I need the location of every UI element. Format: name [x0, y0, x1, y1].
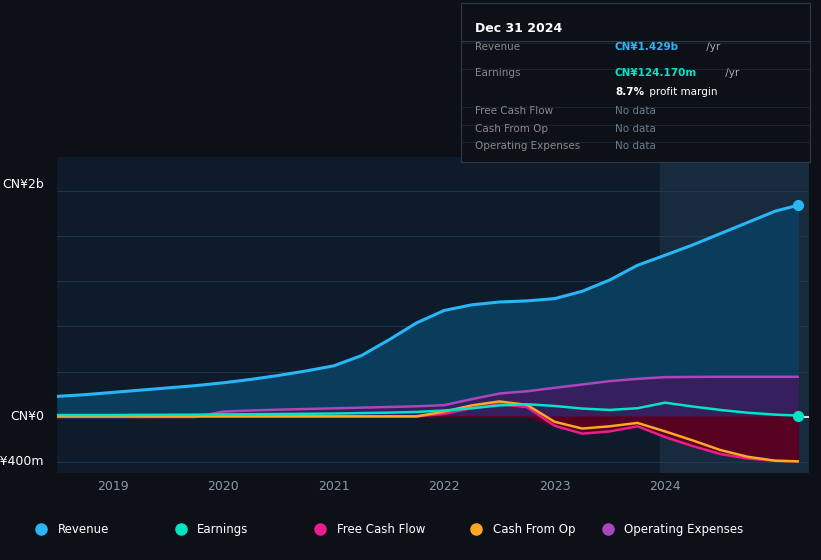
Text: CN¥2b: CN¥2b: [2, 178, 44, 191]
Text: -CN¥400m: -CN¥400m: [0, 455, 44, 468]
Text: No data: No data: [615, 124, 656, 134]
Text: Operating Expenses: Operating Expenses: [624, 523, 743, 536]
Text: CN¥124.170m: CN¥124.170m: [615, 68, 697, 78]
Text: Free Cash Flow: Free Cash Flow: [475, 106, 553, 116]
Text: CN¥1.429b: CN¥1.429b: [615, 42, 679, 52]
Text: Earnings: Earnings: [475, 68, 521, 78]
Text: Operating Expenses: Operating Expenses: [475, 141, 580, 151]
Text: Cash From Op: Cash From Op: [493, 523, 575, 536]
Text: /yr: /yr: [722, 68, 740, 78]
Text: Revenue: Revenue: [475, 42, 521, 52]
Text: Earnings: Earnings: [197, 523, 249, 536]
Text: Cash From Op: Cash From Op: [475, 124, 548, 134]
Text: 8.7%: 8.7%: [615, 87, 644, 97]
Bar: [659, 157, 809, 473]
Text: Free Cash Flow: Free Cash Flow: [337, 523, 425, 536]
Text: CN¥0: CN¥0: [10, 410, 44, 423]
Text: profit margin: profit margin: [646, 87, 718, 97]
Text: No data: No data: [615, 141, 656, 151]
Text: No data: No data: [615, 106, 656, 116]
Text: /yr: /yr: [703, 42, 720, 52]
Text: Revenue: Revenue: [57, 523, 109, 536]
Text: Dec 31 2024: Dec 31 2024: [475, 22, 562, 35]
